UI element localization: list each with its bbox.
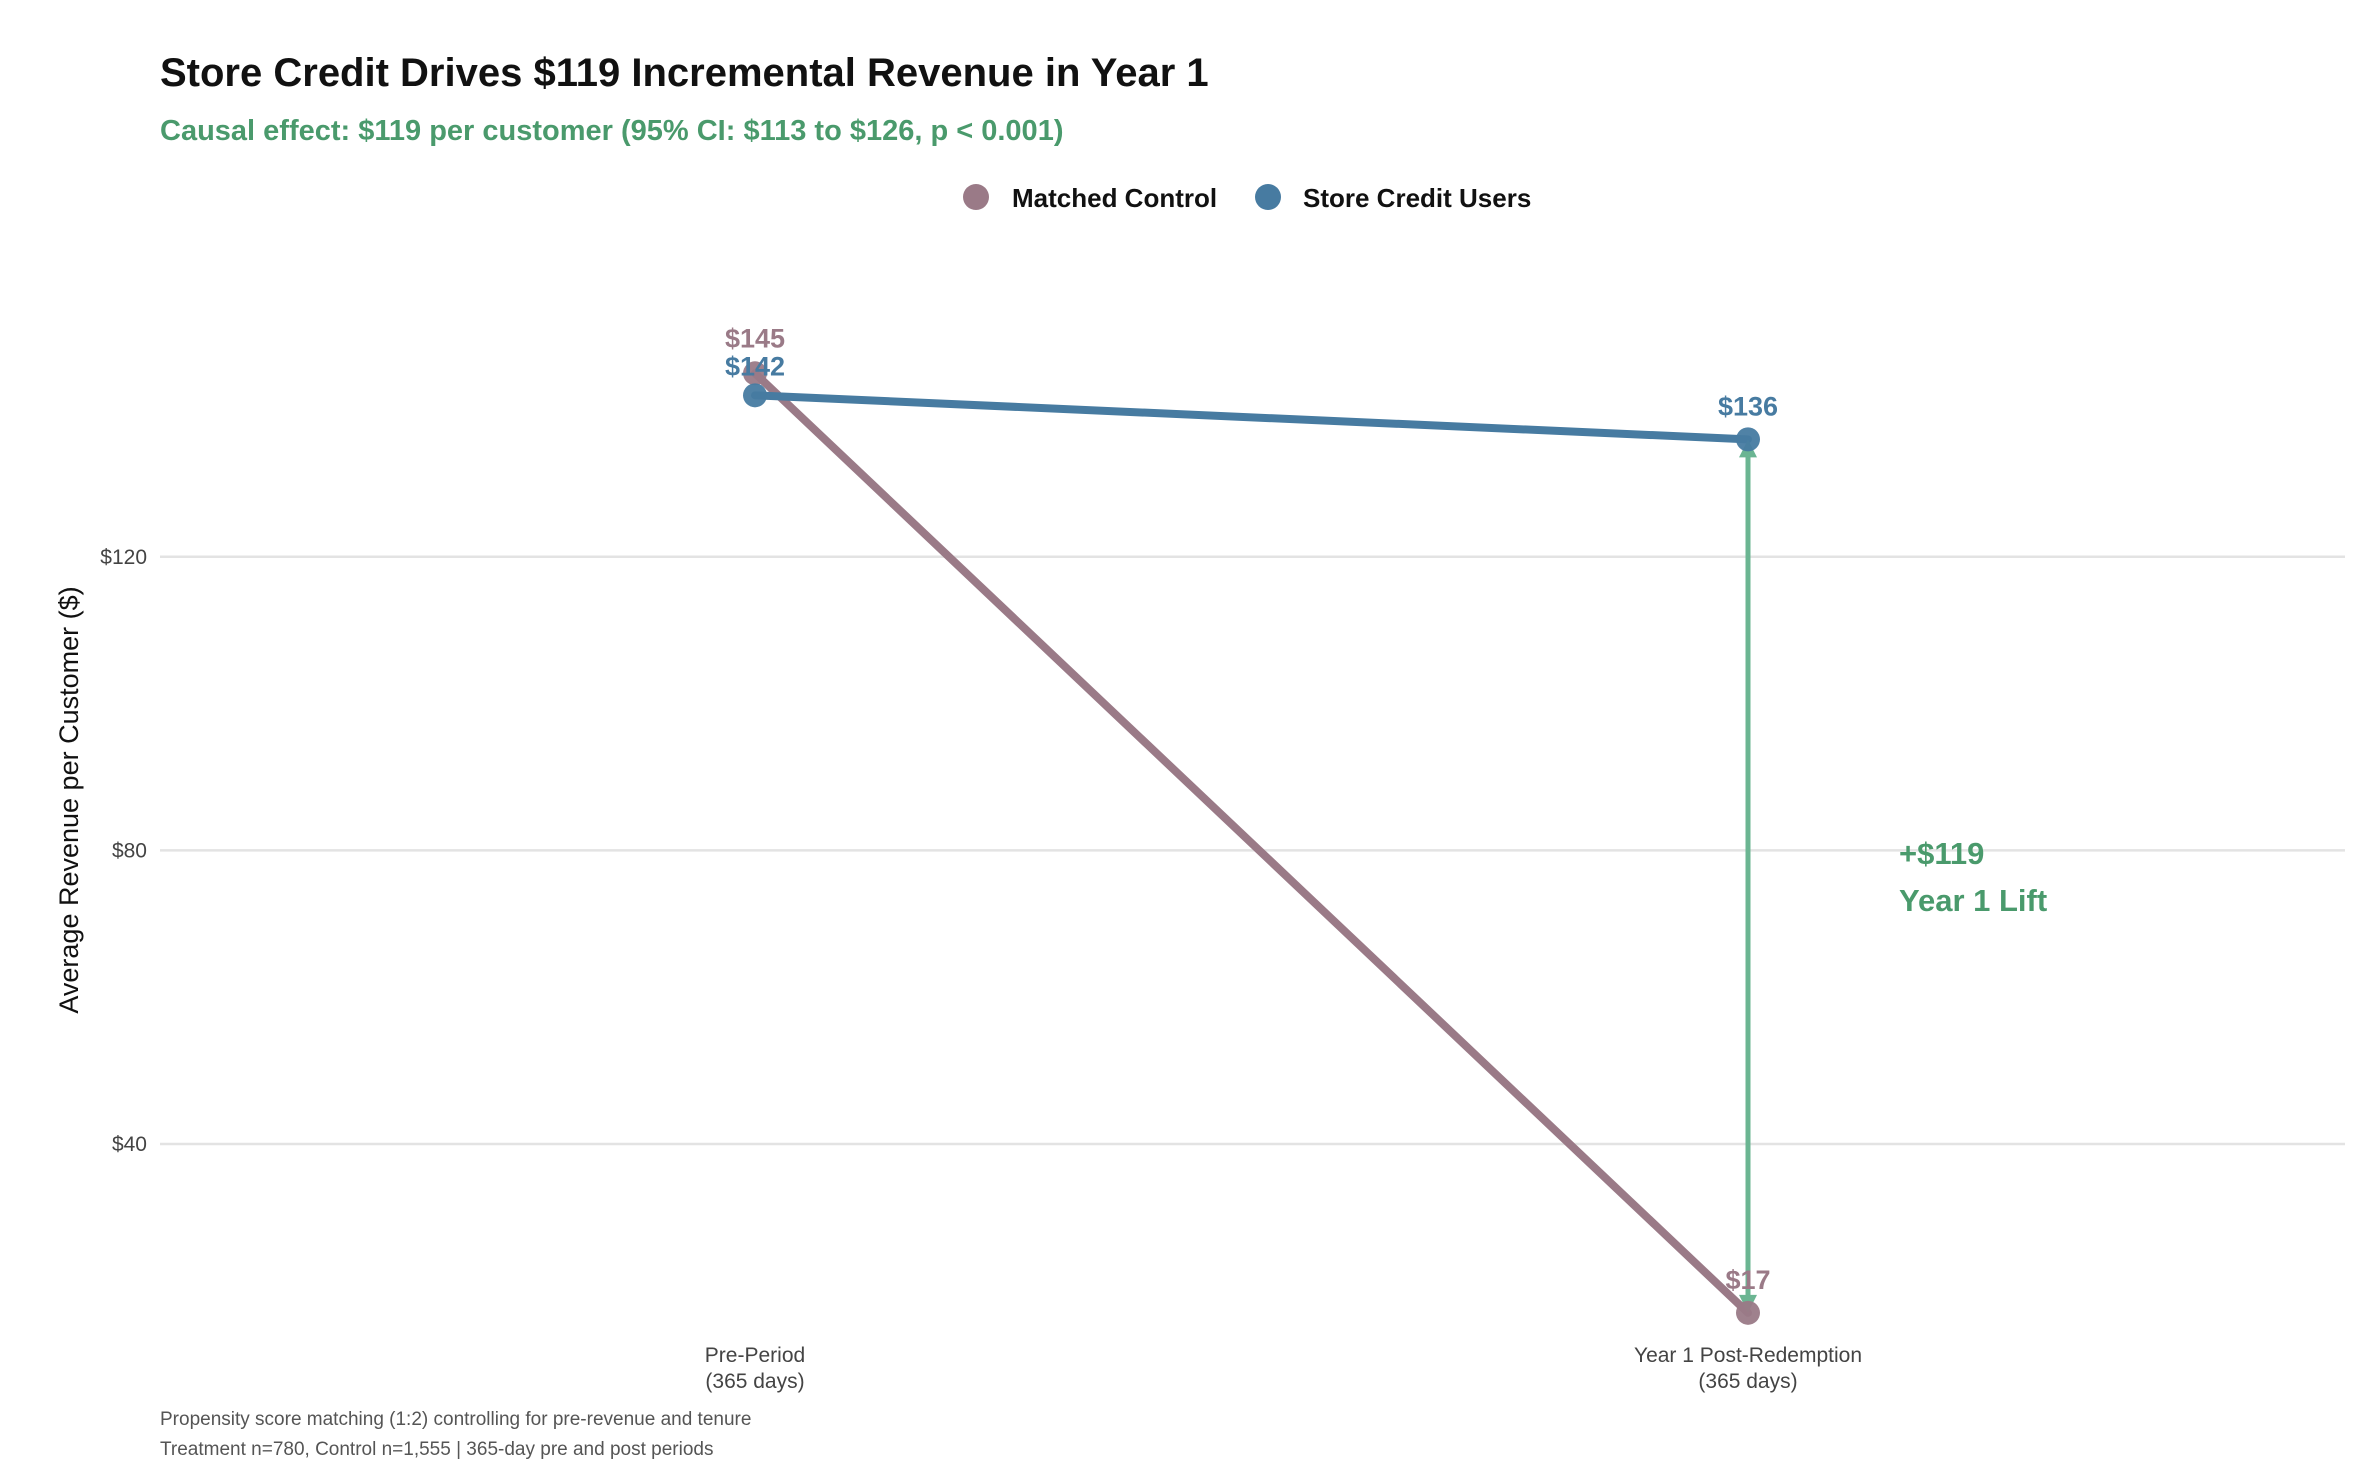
point-store-credit-users bbox=[743, 383, 767, 408]
point-matched-control bbox=[743, 361, 767, 386]
point-store-credit-users bbox=[1736, 427, 1760, 452]
x-tick-labels: Pre-Period (365 days) Year 1 Post-Redempti… bbox=[705, 1344, 1862, 1393]
annotation-lift-label: Year 1 Lift bbox=[1899, 883, 2047, 918]
y-axis-label: Average Revenue per Customer ($) bbox=[54, 586, 84, 1013]
x-tick-label: (365 days) bbox=[1698, 1370, 1797, 1393]
lift-arrow bbox=[1739, 439, 1757, 1313]
data-label-matched-control: $145 bbox=[725, 323, 785, 353]
legend-label-store-credit-users: Store Credit Users bbox=[1303, 183, 1531, 213]
y-tick-label: $120 bbox=[100, 546, 147, 569]
annotation-lift-value: +$119 bbox=[1899, 836, 1984, 871]
data-label-store-credit-users: $136 bbox=[1718, 391, 1778, 421]
y-tick-labels: $40 $80 $120 bbox=[100, 546, 147, 1156]
series-points bbox=[743, 361, 1760, 1325]
data-labels: $145 $17 $142 $136 bbox=[725, 323, 1778, 1295]
legend-marker-store-credit-users bbox=[1255, 184, 1281, 210]
chart-title: Store Credit Drives $119 Incremental Rev… bbox=[160, 51, 1209, 95]
series-lines bbox=[751, 369, 1752, 1317]
chart-subtitle: Causal effect: $119 per customer (95% CI… bbox=[160, 115, 1063, 147]
caption-line-2: Treatment n=780, Control n=1,555 | 365-d… bbox=[160, 1439, 713, 1460]
gridlines bbox=[160, 555, 2345, 1146]
y-tick-label: $40 bbox=[112, 1133, 147, 1156]
legend-label-matched-control: Matched Control bbox=[1012, 183, 1217, 213]
data-label-matched-control: $17 bbox=[1725, 1265, 1770, 1295]
x-tick-label: Pre-Period bbox=[705, 1344, 805, 1367]
point-matched-control bbox=[1736, 1300, 1760, 1325]
caption-line-1: Propensity score matching (1:2) controll… bbox=[160, 1409, 751, 1430]
line-matched-control bbox=[751, 369, 1752, 1317]
y-tick-label: $80 bbox=[112, 839, 147, 862]
legend-marker-matched-control bbox=[963, 184, 989, 210]
legend: Matched Control Store Credit Users bbox=[963, 183, 1531, 213]
x-tick-label: (365 days) bbox=[705, 1370, 804, 1393]
line-store-credit-users bbox=[751, 391, 1752, 444]
data-label-store-credit-users: $142 bbox=[725, 351, 785, 381]
x-tick-label: Year 1 Post-Redemption bbox=[1634, 1344, 1862, 1367]
